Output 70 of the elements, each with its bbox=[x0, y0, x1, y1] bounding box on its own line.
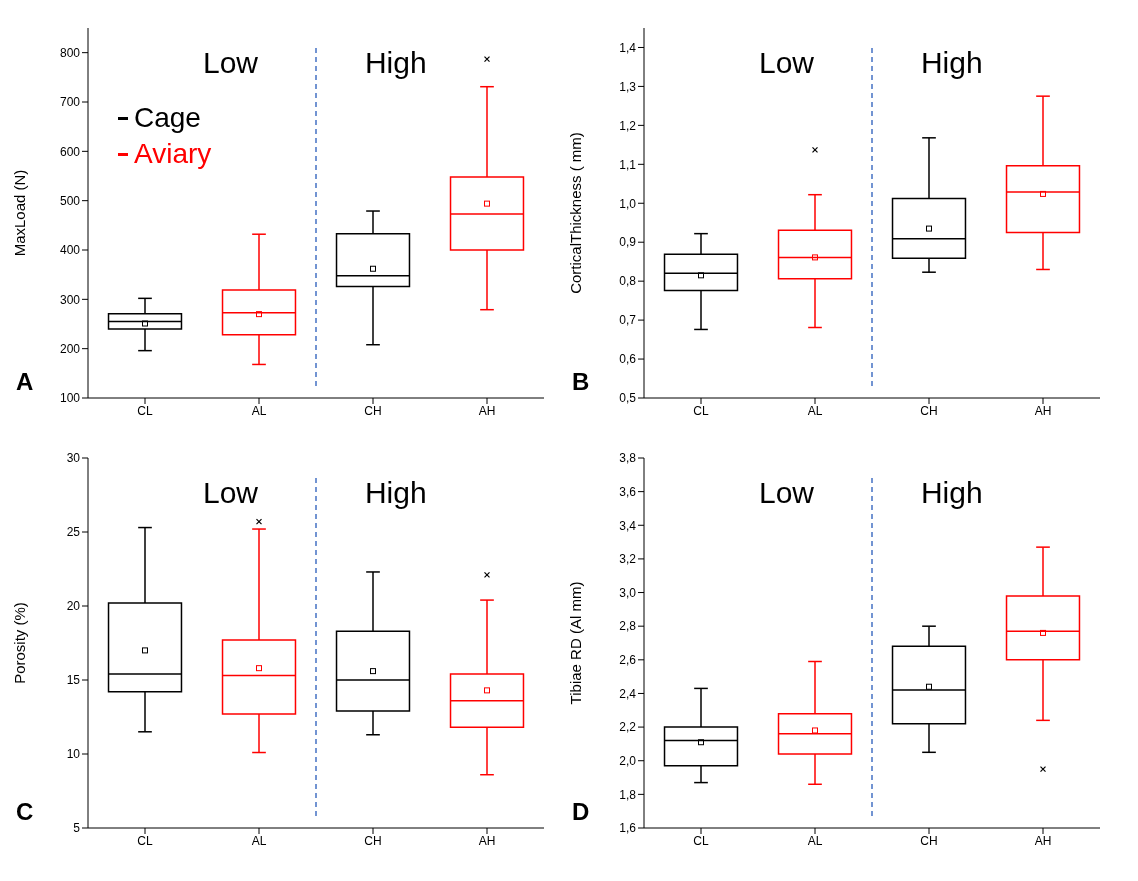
y-tick-label: 10 bbox=[66, 747, 81, 762]
x-tick-label: AH bbox=[1034, 403, 1052, 418]
y-tick-label: 0,5 bbox=[619, 391, 637, 406]
y-tick-label: 2,0 bbox=[619, 753, 637, 768]
text: B bbox=[572, 368, 590, 396]
x-tick-label: AH bbox=[478, 833, 496, 848]
y-tick-label: 100 bbox=[59, 391, 81, 406]
y-tick-label: 3,8 bbox=[619, 451, 637, 466]
text: D bbox=[572, 798, 590, 826]
y-tick-label: 2,4 bbox=[619, 686, 637, 701]
annotation: High bbox=[364, 476, 427, 510]
text: C bbox=[16, 798, 34, 826]
y-tick-label: 1,0 bbox=[619, 196, 637, 211]
y-tick-label: 1,2 bbox=[619, 118, 637, 133]
legend-label: Cage bbox=[134, 102, 201, 134]
y-tick-label: 800 bbox=[59, 45, 81, 60]
x-tick-label: CH bbox=[920, 833, 938, 848]
x-tick-label: CH bbox=[920, 403, 938, 418]
y-tick-label: 300 bbox=[59, 292, 81, 307]
y-tick-label: 500 bbox=[59, 193, 81, 208]
y-tick-label: 2,2 bbox=[619, 720, 637, 735]
x-tick-label: AH bbox=[1034, 833, 1052, 848]
y-axis-title: Porosity (%) bbox=[11, 602, 29, 684]
y-tick-label: 15 bbox=[66, 673, 81, 688]
y-axis-title: Tibiae RD (Al mm) bbox=[567, 581, 585, 705]
y-tick-label: 600 bbox=[59, 144, 81, 159]
y-tick-label: 5 bbox=[73, 821, 81, 836]
y-tick-label: 1,8 bbox=[619, 787, 637, 802]
legend-label: Aviary bbox=[134, 138, 212, 170]
y-tick-label: 700 bbox=[59, 95, 81, 110]
text: A bbox=[16, 368, 34, 396]
y-tick-label: 200 bbox=[59, 341, 81, 356]
y-tick-label: 1,6 bbox=[619, 821, 637, 836]
x-tick-label: AH bbox=[478, 403, 496, 418]
annotation: High bbox=[920, 476, 983, 510]
y-tick-label: 1,4 bbox=[619, 40, 637, 55]
y-tick-label: 3,0 bbox=[619, 585, 637, 600]
y-tick-label: 3,4 bbox=[619, 518, 637, 533]
y-tick-label: 0,7 bbox=[619, 313, 637, 328]
y-tick-label: 0,9 bbox=[619, 235, 637, 250]
y-tick-label: 1,3 bbox=[619, 79, 637, 94]
y-tick-label: 2,8 bbox=[619, 619, 637, 634]
y-tick-label: 3,2 bbox=[619, 552, 637, 567]
annotation: Low bbox=[202, 46, 259, 80]
x-tick-label: CH bbox=[364, 403, 382, 418]
annotation: Low bbox=[758, 476, 815, 510]
y-tick-label: 0,6 bbox=[619, 352, 637, 367]
y-tick-label: 20 bbox=[66, 599, 81, 614]
x-tick-label: CL bbox=[137, 403, 153, 418]
y-tick-label: 3,6 bbox=[619, 484, 637, 499]
y-axis-title: MaxLoad (N) bbox=[11, 169, 29, 257]
annotation: High bbox=[920, 46, 983, 80]
y-tick-label: 1,1 bbox=[619, 157, 637, 172]
annotation: Low bbox=[758, 46, 815, 80]
x-tick-label: AL bbox=[251, 833, 267, 848]
annotation: Low bbox=[202, 476, 259, 510]
x-tick-label: CL bbox=[137, 833, 153, 848]
x-tick-label: AL bbox=[251, 403, 267, 418]
x-tick-label: AL bbox=[807, 833, 823, 848]
x-tick-label: CH bbox=[364, 833, 382, 848]
y-axis-title: CorticalThickness ( mm) bbox=[567, 132, 585, 294]
y-tick-label: 0,8 bbox=[619, 274, 637, 289]
x-tick-label: AL bbox=[807, 403, 823, 418]
x-tick-label: CL bbox=[693, 833, 709, 848]
annotation: High bbox=[364, 46, 427, 80]
y-tick-label: 400 bbox=[59, 243, 81, 258]
y-tick-label: 2,6 bbox=[619, 653, 637, 668]
y-tick-label: 30 bbox=[66, 451, 81, 466]
y-tick-label: 25 bbox=[66, 525, 81, 540]
x-tick-label: CL bbox=[693, 403, 709, 418]
